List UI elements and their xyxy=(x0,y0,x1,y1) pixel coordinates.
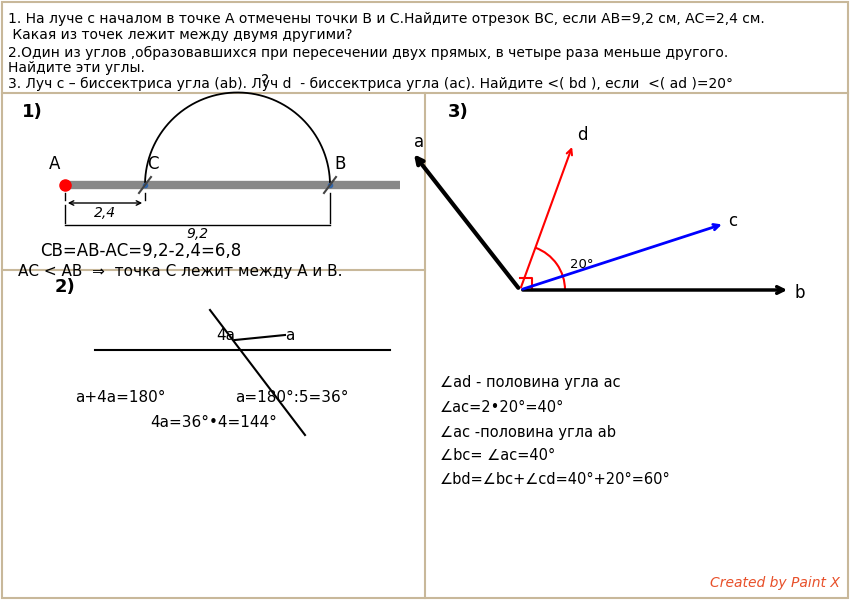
Text: Created by Paint X: Created by Paint X xyxy=(710,576,840,590)
Text: A: A xyxy=(48,155,60,173)
Text: АС < АВ  ⇒  точка С лежит между А и В.: АС < АВ ⇒ точка С лежит между А и В. xyxy=(18,264,343,279)
Text: 2): 2) xyxy=(55,278,76,296)
Text: ∠bc= ∠ac=40°: ∠bc= ∠ac=40° xyxy=(440,448,555,463)
Text: d: d xyxy=(577,127,587,145)
Text: B: B xyxy=(334,155,345,173)
Text: b: b xyxy=(795,284,806,302)
Text: Найдите эти углы.: Найдите эти углы. xyxy=(8,61,144,75)
Text: ∠ac=2•20°=40°: ∠ac=2•20°=40° xyxy=(440,400,564,415)
Text: 1. На луче с началом в точке А отмечены точки В и С.Найдите отрезок ВС, если АВ=: 1. На луче с началом в точке А отмечены … xyxy=(8,12,765,26)
Text: C: C xyxy=(147,155,158,173)
Text: 2,4: 2,4 xyxy=(94,206,116,220)
Text: a+4a=180°: a+4a=180° xyxy=(75,390,166,405)
Text: 9,2: 9,2 xyxy=(186,227,208,241)
Text: 3. Луч с – биссектриса угла (ab). Луч d  - биссектриса угла (ac). Найдите <( bd : 3. Луч с – биссектриса угла (ab). Луч d … xyxy=(8,77,733,91)
Text: ∠bd=∠bc+∠cd=40°+20°=60°: ∠bd=∠bc+∠cd=40°+20°=60° xyxy=(440,472,671,487)
Text: СВ=АВ-АС=9,2-2,4=6,8: СВ=АВ-АС=9,2-2,4=6,8 xyxy=(40,242,241,260)
Text: 3): 3) xyxy=(448,103,468,121)
Text: ∠ac -половина угла ab: ∠ac -половина угла ab xyxy=(440,425,616,440)
Text: Какая из точек лежит между двумя другими?: Какая из точек лежит между двумя другими… xyxy=(8,28,353,42)
Text: a: a xyxy=(285,328,294,343)
Text: ∠ad - половина угла ас: ∠ad - половина угла ас xyxy=(440,375,620,390)
Text: ?: ? xyxy=(261,73,269,88)
Text: a: a xyxy=(414,133,424,151)
Text: 2.Один из углов ,образовавшихся при пересечении двух прямых, в четыре раза меньш: 2.Один из углов ,образовавшихся при пере… xyxy=(8,46,728,60)
Text: a=180°:5=36°: a=180°:5=36° xyxy=(235,390,348,405)
Text: 20°: 20° xyxy=(570,258,593,271)
Text: 4a=36°•4=144°: 4a=36°•4=144° xyxy=(150,415,277,430)
Text: c: c xyxy=(728,212,738,230)
Text: 1): 1) xyxy=(22,103,42,121)
Text: 4a: 4a xyxy=(216,328,235,343)
